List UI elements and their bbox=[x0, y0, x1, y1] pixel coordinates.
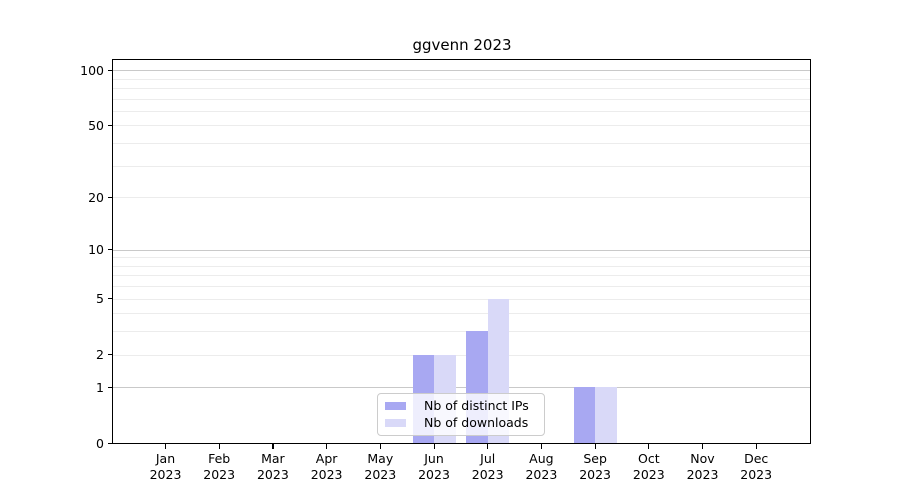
x-tick-label: Oct 2023 bbox=[632, 451, 665, 482]
x-tick-label: Apr 2023 bbox=[310, 451, 343, 482]
minor-gridline bbox=[113, 275, 811, 277]
minor-gridline bbox=[113, 197, 811, 199]
chart-title: ggvenn 2023 bbox=[412, 36, 512, 54]
x-tick-mark bbox=[165, 444, 167, 449]
x-tick-label: May 2023 bbox=[364, 451, 397, 482]
minor-gridline bbox=[113, 143, 811, 145]
minor-gridline bbox=[113, 265, 811, 267]
x-tick-label: Aug 2023 bbox=[525, 451, 558, 482]
x-tick-mark bbox=[594, 444, 596, 449]
minor-gridline bbox=[113, 165, 811, 167]
x-tick-mark bbox=[326, 444, 328, 449]
minor-gridline bbox=[113, 331, 811, 333]
x-tick-mark bbox=[755, 444, 757, 449]
x-tick-mark bbox=[272, 444, 274, 449]
y-tick-label: 0 bbox=[96, 436, 104, 451]
minor-gridline bbox=[113, 110, 811, 112]
minor-gridline bbox=[113, 286, 811, 288]
legend-swatch-distinct-ips bbox=[385, 402, 406, 411]
minor-gridline bbox=[113, 313, 811, 315]
x-tick-label: Mar 2023 bbox=[256, 451, 289, 482]
legend-label: Nb of distinct IPs bbox=[424, 398, 529, 414]
x-tick-label: Sep 2023 bbox=[579, 451, 611, 482]
bar-sep-downloads bbox=[595, 387, 617, 444]
major-gridline bbox=[113, 387, 811, 389]
minor-gridline bbox=[113, 257, 811, 259]
y-tick-mark bbox=[108, 196, 113, 198]
y-tick-label: 20 bbox=[88, 189, 104, 205]
y-tick-mark bbox=[108, 249, 113, 251]
y-tick-label: 10 bbox=[88, 242, 104, 257]
legend-swatch-downloads bbox=[385, 418, 406, 427]
y-tick-label: 50 bbox=[88, 117, 104, 133]
y-tick-label: 1 bbox=[96, 379, 104, 395]
minor-gridline bbox=[113, 354, 811, 356]
x-tick-label: Jun 2023 bbox=[418, 451, 450, 482]
legend-label: Nb of downloads bbox=[424, 414, 529, 430]
y-tick-mark bbox=[108, 354, 113, 356]
y-tick-mark bbox=[108, 443, 113, 445]
y-tick-mark bbox=[108, 69, 113, 71]
plot-area bbox=[113, 60, 811, 444]
y-tick-mark bbox=[108, 386, 113, 389]
legend-entry: Nb of distinct IPs bbox=[385, 398, 537, 414]
x-tick-mark bbox=[702, 444, 704, 449]
minor-gridline bbox=[113, 98, 811, 100]
major-gridline bbox=[113, 70, 811, 72]
x-tick-mark bbox=[218, 444, 220, 449]
x-tick-mark bbox=[433, 444, 435, 449]
y-tick-label: 2 bbox=[96, 347, 104, 363]
y-tick-mark bbox=[108, 124, 113, 127]
x-tick-label: Dec 2023 bbox=[740, 451, 773, 482]
y-tick-mark bbox=[108, 298, 113, 300]
x-tick-mark bbox=[540, 444, 543, 449]
legend: Nb of distinct IPs Nb of downloads bbox=[377, 393, 545, 436]
major-gridline bbox=[113, 249, 811, 251]
x-tick-mark bbox=[487, 444, 489, 449]
legend-entry: Nb of downloads bbox=[385, 415, 537, 431]
x-tick-label: Jan 2023 bbox=[149, 451, 182, 482]
minor-gridline bbox=[113, 78, 811, 80]
y-tick-label: 5 bbox=[96, 291, 104, 307]
minor-gridline bbox=[113, 298, 811, 300]
x-tick-mark bbox=[648, 444, 650, 449]
x-tick-label: Jul 2023 bbox=[471, 451, 504, 482]
x-tick-label: Feb 2023 bbox=[203, 451, 236, 482]
x-tick-label: Nov 2023 bbox=[686, 451, 719, 482]
bar-sep-distinct-ips bbox=[573, 387, 596, 444]
y-tick-label: 100 bbox=[80, 62, 104, 78]
x-tick-mark bbox=[379, 444, 381, 449]
minor-gridline bbox=[113, 125, 811, 127]
minor-gridline bbox=[113, 87, 811, 89]
